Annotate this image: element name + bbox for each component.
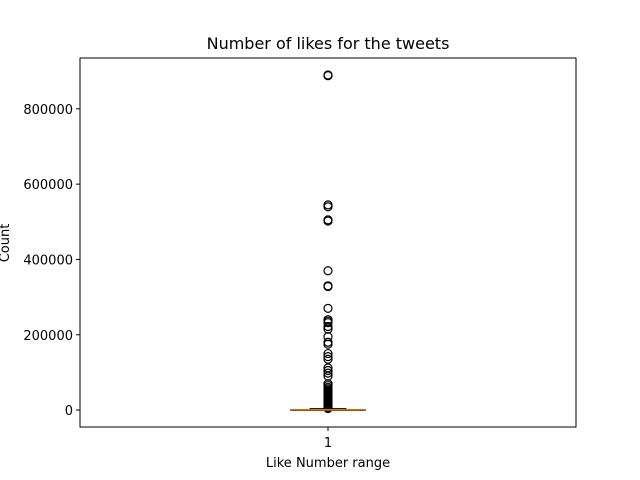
outlier-point <box>323 266 333 276</box>
outlier-point <box>323 339 333 349</box>
x-axis-label: Like Number range <box>266 456 390 471</box>
outlier-point <box>323 321 333 332</box>
outlier-points <box>323 70 333 414</box>
outlier-point <box>323 348 333 359</box>
y-axis-ticks: 0 200000 400000 600000 800000 <box>23 103 80 419</box>
outlier-point <box>323 365 333 376</box>
outlier-point <box>323 368 333 378</box>
y-tick-label: 800000 <box>23 103 73 118</box>
y-tick-label: 200000 <box>23 329 73 344</box>
outlier-point <box>323 216 333 226</box>
outlier-point <box>323 71 333 81</box>
chart-title: Number of likes for the tweets <box>207 34 450 53</box>
plot-frame <box>79 57 577 428</box>
outlier-point <box>323 303 333 313</box>
outlier-point <box>323 318 333 328</box>
outlier-point <box>323 281 333 292</box>
outlier-point <box>323 354 333 364</box>
box-element <box>290 408 366 411</box>
outlier-point <box>323 202 333 212</box>
x-axis-ticks: 1 <box>324 427 332 451</box>
y-axis-label: Count <box>0 224 13 263</box>
x-tick-label: 1 <box>324 436 332 451</box>
y-tick-label: 400000 <box>23 253 73 268</box>
y-tick-label: 600000 <box>23 178 73 193</box>
outlier-point <box>323 351 333 362</box>
y-tick-label: 0 <box>65 404 73 419</box>
